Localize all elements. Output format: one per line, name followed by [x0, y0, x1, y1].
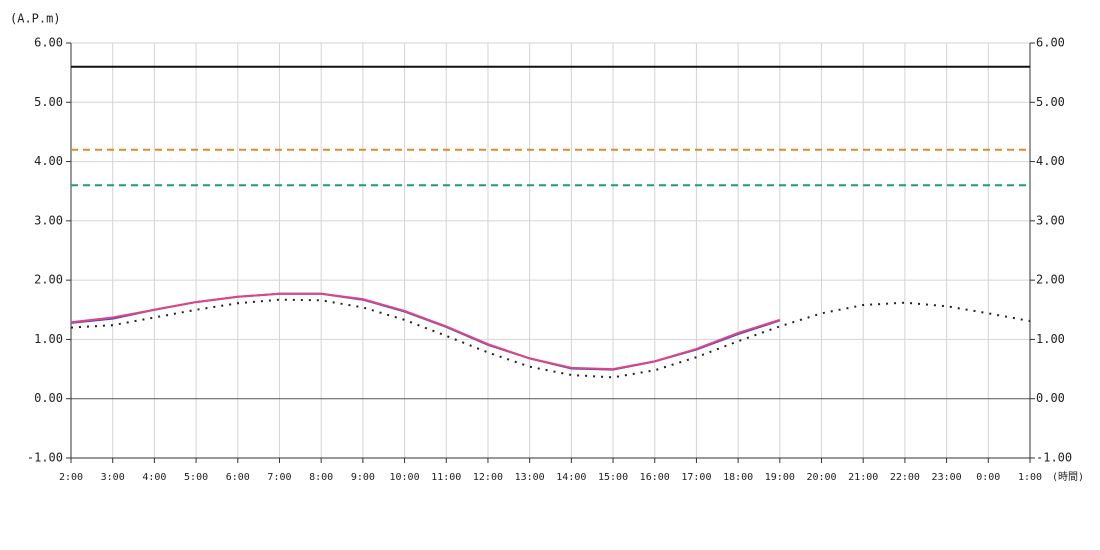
x-tick-label: 20:00: [806, 472, 836, 483]
y2-tick-label: 0.00: [1036, 391, 1065, 405]
y2-tick-label: 1.00: [1036, 332, 1065, 346]
y2-tick-label: 6.00: [1036, 36, 1065, 50]
y2-tick-label: 4.00: [1036, 154, 1065, 168]
x-tick-label: 11:00: [431, 472, 461, 483]
x-tick-label: 13:00: [515, 472, 545, 483]
x-tick-label: 16:00: [640, 472, 670, 483]
x-tick-label: 1:00: [1018, 472, 1042, 483]
x-tick-label: 14:00: [556, 472, 586, 483]
x-tick-label: 2:00: [59, 472, 83, 483]
x-axis-label: (時間): [1052, 471, 1084, 483]
x-tick-label: 15:00: [598, 472, 628, 483]
data-line: [70, 298, 1031, 379]
x-tick-label: 7:00: [267, 472, 291, 483]
x-tick-label: 8:00: [309, 472, 333, 483]
y-tick-label: 6.00: [34, 36, 63, 50]
x-tick-label: 5:00: [184, 472, 208, 483]
y-tick-label: 3.00: [34, 213, 63, 227]
y2-tick-label: 5.00: [1036, 95, 1065, 109]
x-tick-label: 22:00: [890, 472, 920, 483]
x-tick-label: 3:00: [101, 472, 125, 483]
x-tick-label: 12:00: [473, 472, 503, 483]
y2-tick-label: -1.00: [1036, 451, 1072, 465]
data-line: [70, 292, 781, 371]
x-tick-label: 4:00: [142, 472, 166, 483]
x-tick-label: 17:00: [681, 472, 711, 483]
x-tick-label: 6:00: [226, 472, 250, 483]
x-tick-label: 19:00: [765, 472, 795, 483]
y-tick-label: 0.00: [34, 391, 63, 405]
x-tick-label: 9:00: [351, 472, 375, 483]
y-tick-label: 5.00: [34, 95, 63, 109]
x-tick-label: 10:00: [390, 472, 420, 483]
x-tick-label: 21:00: [848, 472, 878, 483]
y2-tick-label: 3.00: [1036, 213, 1065, 227]
y-tick-label: -1.00: [27, 451, 63, 465]
x-tick-label: 0:00: [976, 472, 1000, 483]
y-axis-label: (A.P.m): [10, 12, 61, 26]
y-tick-label: 2.00: [34, 273, 63, 287]
y-tick-label: 1.00: [34, 332, 63, 346]
x-tick-label: 18:00: [723, 472, 753, 483]
x-tick-label: 23:00: [932, 472, 962, 483]
y2-tick-label: 2.00: [1036, 273, 1065, 287]
y-tick-label: 4.00: [34, 154, 63, 168]
